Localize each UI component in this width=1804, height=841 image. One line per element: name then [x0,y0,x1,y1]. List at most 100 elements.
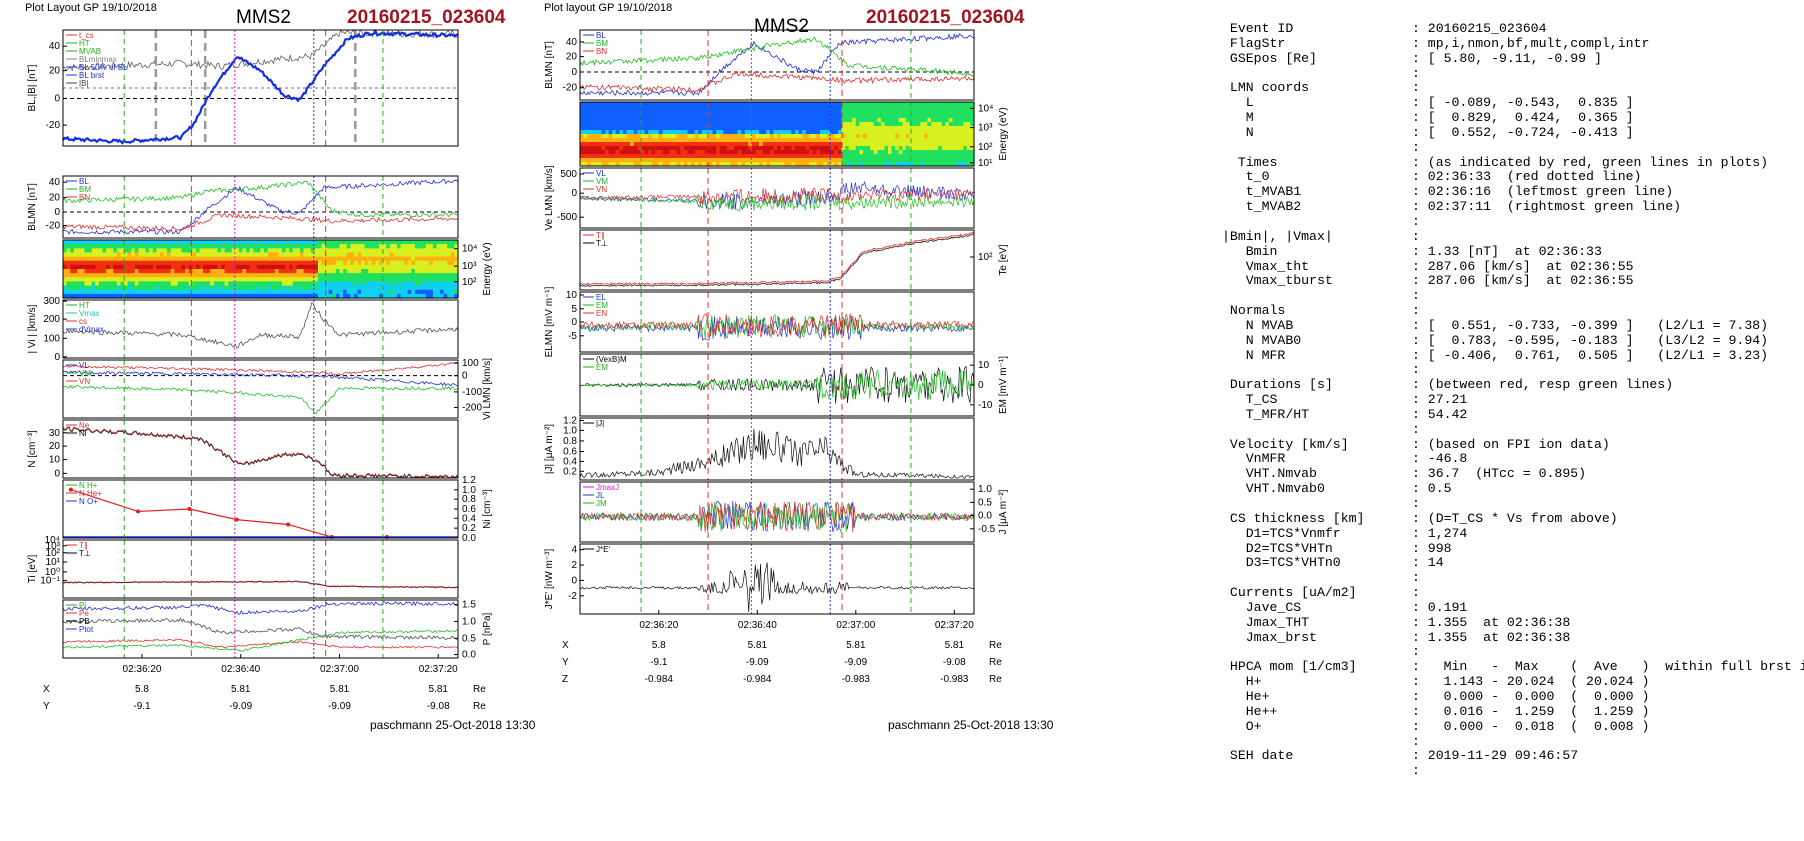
spectrogram-cell [271,252,276,258]
spectrogram-cell [98,273,104,278]
spectrogram-cell [583,114,588,119]
spectrogram-cell [134,277,139,282]
spectrogram-cell [651,158,656,163]
spectrogram-cell [124,273,129,278]
spectrogram-cell [963,134,968,139]
spectrogram-cell [680,154,685,159]
spectrogram-cell [895,118,900,123]
spectrogram-cell [905,126,911,131]
spectrogram-cell [823,106,828,111]
spectrogram-cell [619,162,624,167]
spectrogram-cell [759,146,764,151]
spectrogram-cell [780,138,785,143]
report-line: : [1222,645,1804,660]
spectrogram-cell [411,244,416,249]
spectrogram-cell [612,130,617,135]
spectrogram-cell [292,277,297,282]
spectrogram-cell [920,114,925,119]
report-line: Normals : [1222,303,1804,319]
report-value: 54.42 [1427,406,1468,422]
report-line: VnMFR : -46.8 [1222,452,1804,467]
spectrogram-cell [149,293,154,299]
spectrogram-cell [902,106,907,111]
spectrogram-cell [590,126,595,131]
spectrogram-cell [751,122,757,127]
spectrogram-cell [597,122,603,127]
spectrogram-cell [267,240,272,245]
spectrogram-cell [841,102,846,107]
spectrogram-cell [716,122,721,127]
spectrogram-cell [264,273,269,278]
spectrogram-cell [289,244,294,249]
spectrogram-cell [852,142,857,147]
spectrogram-cell [300,269,305,274]
spectrogram-cell [425,289,430,295]
spectrogram-cell [63,273,68,278]
report-line: t_0 : 02:36:33 (red dotted line) [1222,170,1804,185]
spectrogram-cell [923,154,929,159]
spectrogram-cell [701,130,706,135]
spectrogram-cell [418,264,423,270]
spectrogram-cell [152,285,157,291]
spectrogram-cell [909,122,914,127]
spectrogram-cell [206,293,211,299]
ephemeris-unit: Re [989,657,1002,668]
spectrogram-cell [680,130,685,135]
spectrogram-cell [687,122,692,127]
ephemeris-unit: Re [989,640,1002,651]
y-tick-label: 0 [571,575,577,586]
report-value: 02:36:16 (leftmost green line) [1427,184,1674,200]
spectrogram-cell [432,273,438,278]
spectrogram-cell [310,260,315,266]
spectrogram-cell [737,122,742,127]
spectrogram-cell [429,260,434,266]
spectrogram-cell [816,122,821,127]
spectrogram-cell [845,126,850,131]
spectrogram-cell [160,289,165,295]
spectrogram-cell [662,114,667,119]
spectrogram-cell [880,146,886,151]
spectrogram-cell [590,118,595,123]
spectrogram-cell [830,142,835,147]
spectrogram-cell [626,162,631,167]
spectrogram-cell [923,134,929,139]
spectrogram-cell [751,162,757,167]
spectrogram-cell [422,273,427,278]
spectrogram-cell [608,162,613,167]
spectrogram-cell [318,277,323,282]
data-point [234,517,239,522]
spectrogram-cell [780,150,785,155]
spectrogram-cell [256,269,262,274]
spectrogram-cell [167,269,172,274]
spectrogram-cell [113,248,118,253]
spectrogram-cell [124,289,129,295]
spectrogram-cell [766,126,771,131]
spectrogram-cell [580,146,585,151]
report-separator: : [1301,199,1428,215]
spectrogram-cell [235,281,240,287]
spectrogram-cell [440,248,445,253]
spectrogram-cell [206,285,211,291]
spectrogram-cell [221,277,226,282]
spectrogram-cell [314,289,319,295]
spectrogram-cell [769,150,774,155]
spectrogram-cell [766,122,771,127]
spectrogram-cell [192,240,197,245]
spectrogram-cell [583,162,588,167]
spectrogram-cell [343,260,348,266]
spectrogram-cell [375,293,380,299]
spectrogram-cell [174,256,179,262]
ephemeris-value: -9.1 [650,657,668,668]
spectrogram-cell [605,158,610,163]
spectrogram-cell [583,130,588,135]
spectrogram-cell [820,126,825,131]
series-line [579,32,975,96]
spectrogram-cell [289,248,294,253]
spectrogram-cell [418,273,423,278]
spectrogram-cell [666,146,671,151]
spectrogram-cell [970,110,975,115]
spectrogram-cell [884,138,889,143]
spectrogram-cell [580,110,585,115]
spectrogram-cell [386,240,391,245]
